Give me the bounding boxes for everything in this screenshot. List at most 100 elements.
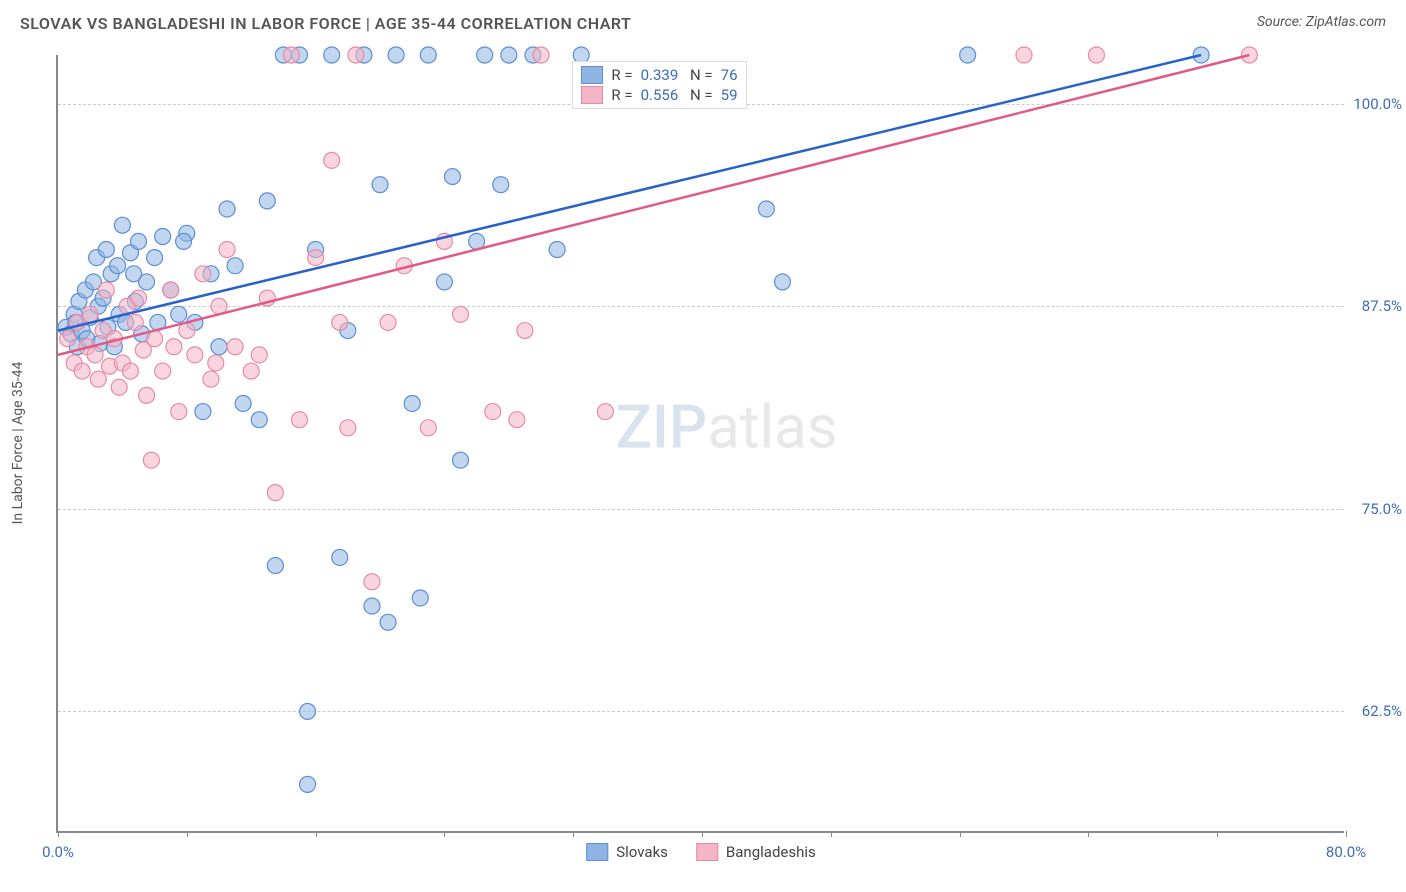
data-point (388, 47, 404, 63)
data-point (82, 306, 98, 322)
x-tick-mark (960, 831, 961, 837)
r-value: 0.556 (641, 86, 679, 104)
x-tick-mark (702, 831, 703, 837)
r-value: 0.339 (641, 66, 679, 84)
data-point (98, 242, 114, 258)
data-point (251, 412, 267, 428)
data-point (412, 590, 428, 606)
data-point (292, 412, 308, 428)
y-tick-label: 62.5% (1347, 702, 1402, 720)
series-legend: Slovaks Bangladeshis (586, 843, 816, 861)
scatter-plot-svg (58, 55, 1344, 831)
data-point (453, 452, 469, 468)
y-tick-label: 87.5% (1347, 297, 1402, 315)
data-point (227, 339, 243, 355)
x-tick-mark (187, 831, 188, 837)
data-point (187, 347, 203, 363)
chart-area: In Labor Force | Age 35-44 62.5%75.0%87.… (56, 55, 1344, 833)
data-point (775, 274, 791, 290)
data-point (203, 371, 219, 387)
data-point (155, 363, 171, 379)
data-point (509, 412, 525, 428)
x-tick-mark (573, 831, 574, 837)
data-point (195, 266, 211, 282)
n-value: 76 (721, 66, 738, 84)
data-point (243, 363, 259, 379)
stat-label: N = (686, 66, 712, 84)
data-point (114, 217, 130, 233)
x-tick-mark (1088, 831, 1089, 837)
data-point (131, 290, 147, 306)
data-point (533, 47, 549, 63)
data-point (74, 363, 90, 379)
data-point (176, 233, 192, 249)
data-point (110, 258, 126, 274)
y-tick-label: 100.0% (1347, 95, 1402, 113)
x-tick-label: 0.0% (42, 843, 74, 861)
x-tick-mark (831, 831, 832, 837)
data-point (171, 306, 187, 322)
data-point (308, 250, 324, 266)
n-value: 59 (721, 86, 738, 104)
data-point (380, 314, 396, 330)
swatch-icon (581, 66, 603, 84)
data-point (166, 339, 182, 355)
data-point (139, 387, 155, 403)
x-tick-mark (444, 831, 445, 837)
data-point (195, 404, 211, 420)
data-point (517, 323, 533, 339)
data-point (404, 395, 420, 411)
data-point (348, 47, 364, 63)
data-point (131, 233, 147, 249)
data-point (211, 339, 227, 355)
swatch-icon (696, 843, 718, 861)
data-point (122, 363, 138, 379)
correlation-legend: R = 0.339 N = 76 R = 0.556 N = 59 (572, 61, 746, 109)
stat-label: R = (611, 86, 632, 104)
data-point (597, 404, 613, 420)
data-point (364, 574, 380, 590)
data-point (300, 776, 316, 792)
y-tick-label: 75.0% (1347, 500, 1402, 518)
stat-label: R = (611, 66, 632, 84)
data-point (219, 201, 235, 217)
x-tick-mark (316, 831, 317, 837)
x-tick-mark (1217, 831, 1218, 837)
y-axis-title: In Labor Force | Age 35-44 (10, 362, 26, 525)
stat-label: N = (686, 86, 712, 104)
legend-row: R = 0.556 N = 59 (581, 86, 737, 104)
data-point (444, 169, 460, 185)
data-point (453, 306, 469, 322)
data-point (126, 266, 142, 282)
data-point (171, 404, 187, 420)
data-point (436, 274, 452, 290)
x-tick-mark (1346, 831, 1347, 837)
data-point (477, 47, 493, 63)
data-point (1088, 47, 1104, 63)
legend-label: Bangladeshis (726, 843, 816, 861)
data-point (420, 420, 436, 436)
data-point (485, 404, 501, 420)
data-point (758, 201, 774, 217)
data-point (219, 242, 235, 258)
data-point (90, 371, 106, 387)
data-point (98, 282, 114, 298)
legend-label: Slovaks (616, 843, 668, 861)
x-tick-mark (58, 831, 59, 837)
data-point (340, 420, 356, 436)
data-point (493, 177, 509, 193)
data-point (259, 193, 275, 209)
legend-item-bangladeshis: Bangladeshis (696, 843, 816, 861)
plot-box: In Labor Force | Age 35-44 62.5%75.0%87.… (56, 55, 1344, 833)
legend-row: R = 0.339 N = 76 (581, 66, 737, 84)
data-point (147, 250, 163, 266)
data-point (283, 47, 299, 63)
data-point (1016, 47, 1032, 63)
data-point (267, 558, 283, 574)
data-point (549, 242, 565, 258)
legend-item-slovaks: Slovaks (586, 843, 668, 861)
source-label: Source: ZipAtlas.com (1257, 14, 1386, 30)
data-point (208, 355, 224, 371)
data-point (960, 47, 976, 63)
data-point (127, 314, 143, 330)
